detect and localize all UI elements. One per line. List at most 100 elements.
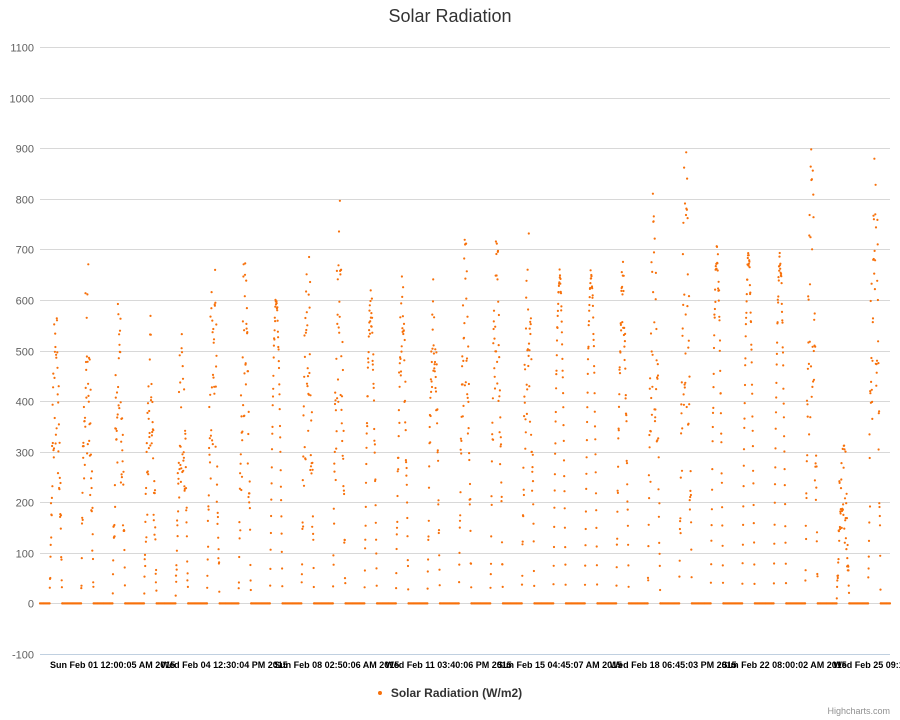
- y-tick-label: 800: [16, 195, 34, 207]
- data-point: [119, 401, 122, 404]
- data-point: [658, 541, 661, 545]
- data-point: [804, 569, 807, 572]
- data-point: [617, 405, 621, 408]
- data-point: [81, 516, 84, 519]
- data-point: [340, 408, 343, 411]
- data-point: [335, 269, 338, 272]
- data-point: [467, 345, 470, 348]
- data-point: [499, 443, 503, 446]
- data-point: [751, 429, 754, 432]
- data-point: [784, 582, 788, 585]
- data-point: [616, 491, 620, 494]
- data-point: [431, 328, 434, 331]
- legend-item-solar-radiation[interactable]: Solar Radiation (W/m2): [377, 686, 522, 700]
- data-point: [272, 344, 275, 347]
- data-point: [275, 302, 278, 305]
- data-point: [207, 545, 210, 548]
- data-point: [753, 582, 756, 586]
- credits-link[interactable]: Highcharts.com: [827, 706, 890, 716]
- data-point: [215, 500, 218, 503]
- data-point: [398, 385, 401, 388]
- data-point: [218, 602, 221, 605]
- data-point: [679, 476, 682, 479]
- data-point: [367, 357, 370, 360]
- data-point: [143, 553, 147, 557]
- data-point: [118, 343, 121, 346]
- data-point: [500, 500, 503, 503]
- data-point: [154, 538, 157, 541]
- data-point: [301, 521, 304, 524]
- data-point: [87, 400, 90, 403]
- data-point: [495, 274, 498, 277]
- data-point: [648, 387, 651, 390]
- data-point: [397, 456, 400, 459]
- data-point: [279, 436, 282, 439]
- data-point: [782, 402, 785, 405]
- data-point: [154, 581, 157, 584]
- data-point: [837, 530, 841, 533]
- data-point: [437, 531, 440, 535]
- data-point: [155, 602, 158, 605]
- data-point: [501, 563, 504, 566]
- data-point: [533, 584, 536, 588]
- data-point: [552, 545, 556, 549]
- data-point: [337, 230, 341, 233]
- data-point: [249, 588, 252, 592]
- data-point: [369, 320, 372, 323]
- data-point: [461, 415, 464, 418]
- data-point: [465, 242, 468, 245]
- data-point: [241, 439, 244, 442]
- data-point: [870, 356, 873, 360]
- data-point: [342, 429, 345, 432]
- data-point: [618, 393, 621, 396]
- data-point: [712, 386, 715, 389]
- data-point: [655, 327, 658, 331]
- data-point: [815, 486, 818, 489]
- data-point: [721, 581, 725, 584]
- data-point: [177, 510, 180, 513]
- y-tick-label: 1100: [10, 43, 34, 55]
- data-point: [841, 508, 845, 511]
- data-point: [337, 326, 340, 329]
- data-point: [433, 363, 436, 366]
- data-point: [371, 331, 374, 334]
- data-point: [814, 462, 817, 465]
- data-point: [523, 395, 526, 398]
- data-point: [530, 358, 533, 361]
- data-point: [463, 257, 466, 260]
- data-point: [186, 579, 189, 582]
- data-point: [461, 304, 465, 307]
- data-point: [871, 417, 874, 420]
- data-point: [559, 292, 563, 295]
- data-point: [555, 339, 559, 342]
- data-point: [58, 488, 61, 491]
- data-point: [804, 602, 807, 605]
- x-tick-label: Wed Feb 04 12:30:04 PM 2015: [161, 660, 288, 670]
- data-point: [654, 298, 657, 301]
- data-point: [496, 278, 499, 281]
- y-tick-label: 600: [16, 296, 34, 308]
- data-point: [277, 366, 281, 370]
- data-point: [586, 420, 589, 424]
- data-point: [211, 443, 214, 446]
- data-point: [144, 564, 147, 568]
- data-point: [184, 432, 187, 435]
- data-point: [718, 339, 722, 342]
- data-point: [805, 537, 808, 541]
- data-point: [371, 368, 375, 371]
- data-point: [685, 151, 688, 154]
- data-point: [873, 288, 877, 291]
- data-point: [718, 315, 721, 318]
- data-point: [145, 450, 148, 453]
- data-point: [657, 437, 660, 440]
- data-point: [490, 460, 493, 463]
- data-point: [151, 400, 154, 404]
- data-point: [59, 481, 62, 485]
- data-point: [844, 450, 847, 453]
- data-point: [527, 232, 530, 235]
- data-point: [497, 313, 500, 317]
- data-point: [624, 397, 627, 400]
- data-point: [86, 360, 89, 363]
- data-point: [430, 385, 434, 389]
- data-point: [648, 497, 651, 500]
